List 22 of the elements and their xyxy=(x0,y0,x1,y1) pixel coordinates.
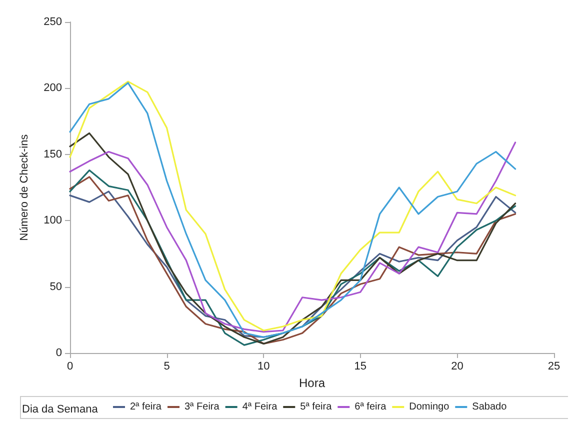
legend-label: Domingo xyxy=(409,402,450,412)
x-tick-label: 0 xyxy=(66,360,74,372)
x-axis-title: Hora xyxy=(298,376,326,390)
x-tick-label: 10 xyxy=(257,360,270,372)
y-tick-label: 50 xyxy=(50,280,62,293)
y-tick-label: 250 xyxy=(44,16,62,28)
legend-label: 6ª feira xyxy=(354,402,387,412)
x-tick-label: 5 xyxy=(164,360,170,372)
y-tick-label: 200 xyxy=(44,82,62,94)
legend-label: 3ª Feira xyxy=(184,402,220,412)
y-axis-title: Número de Check-ins xyxy=(18,134,30,241)
y-tick-label: 0 xyxy=(56,347,62,359)
legend-label: 5ª feira xyxy=(300,402,332,412)
legend-title: Dia da Semana xyxy=(22,404,99,416)
legend-label: Sabado xyxy=(472,402,508,412)
legend-label: 2ª feira xyxy=(130,402,162,412)
x-tick-label: 25 xyxy=(548,360,560,372)
y-tick-label: 100 xyxy=(44,214,62,227)
x-tick-label: 20 xyxy=(451,360,464,372)
legend-label: 4ª Feira xyxy=(242,402,278,412)
y-tick-label: 150 xyxy=(44,148,62,160)
x-tick-label: 15 xyxy=(354,360,367,372)
